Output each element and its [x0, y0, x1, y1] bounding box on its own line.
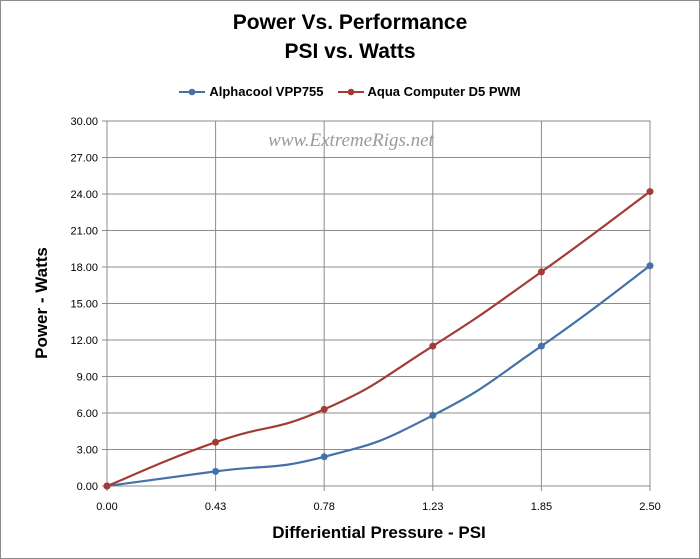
series-0-point-3: [429, 411, 437, 419]
y-tick-label: 30.00: [70, 116, 98, 128]
x-axis-ticks: 0.00 0.43 0.78 1.23 1.85 2.50: [96, 486, 661, 513]
legend-entry-alphacool: Alphacool VPP755: [179, 84, 324, 99]
x-tick-label: 1.23: [422, 501, 443, 513]
series-1-point-5: [646, 188, 654, 196]
y-tick-label: 6.00: [77, 408, 98, 420]
x-tick-label: 2.50: [639, 501, 660, 513]
series-1-point-3: [429, 342, 437, 350]
watermark: www.ExtremeRigs.net: [268, 130, 434, 151]
legend-marker-aqua: [337, 88, 364, 95]
series-line-1: [106, 190, 651, 488]
x-tick-label: 0.43: [205, 501, 226, 513]
series-1-point-1: [212, 438, 220, 446]
x-axis-title: Differiential Pressure - PSI: [272, 523, 486, 542]
series-line-0: [106, 264, 651, 488]
x-tick-label: 1.85: [531, 501, 552, 513]
grid: [107, 121, 650, 486]
legend-label-alphacool: Alphacool VPP755: [209, 84, 324, 99]
y-tick-label: 15.00: [70, 299, 98, 311]
y-tick-label: 24.00: [70, 189, 98, 201]
series-0-point-2: [320, 453, 328, 461]
legend-label-aqua: Aqua Computer D5 PWM: [367, 84, 521, 99]
y-tick-label: 9.00: [77, 372, 98, 384]
series-0-point-1: [212, 467, 220, 475]
y-tick-label: 18.00: [70, 262, 98, 274]
series-0-point-4: [537, 342, 545, 350]
series-0-point-5: [646, 262, 654, 270]
series-1-point-2: [320, 405, 328, 413]
x-tick-label: 0.78: [313, 501, 334, 513]
y-tick-label: 3.00: [77, 445, 98, 457]
x-tick-label: 0.00: [96, 501, 117, 513]
series-1-point-0: [103, 482, 111, 490]
series-1-point-4: [537, 268, 545, 276]
chart-title: Power Vs. Performance: [232, 11, 468, 34]
series: [103, 188, 654, 490]
legend: Alphacool VPP755 Aqua Computer D5 PWM: [0, 84, 700, 99]
y-axis-title: Power - Watts: [32, 247, 51, 359]
y-tick-label: 12.00: [70, 335, 98, 347]
legend-marker-alphacool: [179, 88, 206, 95]
y-tick-label: 21.00: [70, 226, 98, 238]
y-axis-ticks: 0.00 3.00 6.00 9.00 12.00 15.00 18.00 21.00 24.0…: [70, 116, 107, 493]
y-tick-label: 27.00: [70, 153, 98, 165]
y-tick-label: 0.00: [77, 481, 98, 493]
legend-entry-aqua: Aqua Computer D5 PWM: [337, 84, 521, 99]
chart-subtitle: PSI vs. Watts: [284, 40, 416, 63]
